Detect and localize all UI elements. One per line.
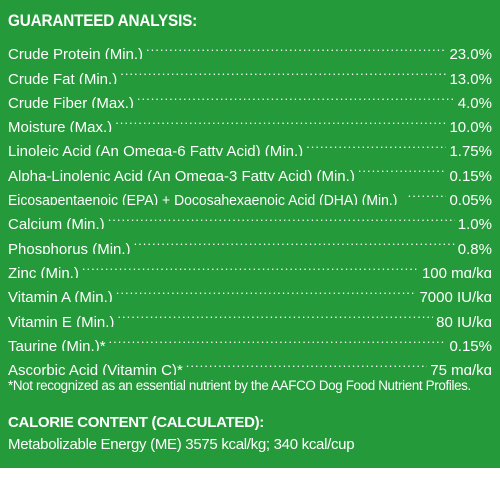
guaranteed-analysis-panel: GUARANTEED ANALYSIS: Crude Protein (Min.… [0, 0, 500, 468]
nutrient-label: Linoleic Acid (An Omega-6 Fatty Acid) (M… [8, 143, 304, 157]
nutrient-label: Phosphorus (Min.) [8, 240, 131, 254]
nutrient-value: 13.0% [449, 70, 492, 84]
nutrient-value: 0.05% [449, 192, 492, 206]
nutrient-label: Crude Protein (Min.) [8, 46, 144, 60]
analysis-row-crude-fat: Crude Fat (Min.) 13.0% [8, 59, 492, 83]
analysis-row-zinc: Zinc (Min.) 100 mg/kg [8, 254, 492, 278]
analysis-row-crude-protein: Crude Protein (Min.) 23.0% [8, 35, 492, 59]
nutrient-label: Crude Fat (Min.) [8, 70, 118, 84]
analysis-row-phosphorus: Phosphorus (Min.) 0.8% [8, 229, 492, 253]
analysis-row-linoleic-acid: Linoleic Acid (An Omega-6 Fatty Acid) (M… [8, 132, 492, 156]
nutrient-value: 0.15% [449, 167, 492, 181]
dot-leader [146, 35, 446, 59]
dot-leader [115, 108, 446, 132]
nutrient-value: 7000 IU/kg [419, 289, 492, 303]
aafco-footnote: *Not recognized as an essential nutrient… [8, 378, 471, 394]
analysis-row-vitamin-e: Vitamin E (Min.) 80 IU/kg [8, 302, 492, 326]
dot-leader [306, 132, 446, 156]
nutrient-label: Calcium (Min.) [8, 216, 105, 230]
nutrient-label: Zinc (Min.) [8, 264, 79, 278]
nutrient-value: 100 mg/kg [421, 264, 492, 278]
dot-leader [408, 181, 447, 205]
nutrient-label: Eicosapentaenoic (EPA) + Docosahexaenoic… [8, 192, 398, 206]
dot-leader [117, 302, 433, 326]
analysis-row-epa-dha: Eicosapentaenoic (EPA) + Docosahexaenoic… [8, 181, 492, 205]
nutrient-value: 80 IU/kg [436, 313, 492, 327]
analysis-row-ascorbic-acid: Ascorbic Acid (Vitamin C)* 75 mg/kg [8, 351, 492, 375]
nutrient-value: 4.0% [457, 94, 492, 108]
nutrient-label: Crude Fiber (Max.) [8, 94, 134, 108]
dot-leader [120, 59, 446, 83]
nutrient-label: Alpha-Linolenic Acid (An Omega-3 Fatty A… [8, 167, 355, 181]
nutrient-value: 0.8% [457, 240, 492, 254]
analysis-row-taurine: Taurine (Min.)* 0.15% [8, 327, 492, 351]
nutrient-value: 10.0% [449, 119, 492, 133]
dot-leader [134, 229, 455, 253]
nutrient-label: Ascorbic Acid (Vitamin C)* [8, 362, 183, 376]
dot-leader [186, 351, 428, 375]
analysis-table: Crude Protein (Min.) 23.0% Crude Fat (Mi… [8, 35, 492, 375]
nutrient-label: Moisture (Max.) [8, 119, 113, 133]
nutrient-value: 1.0% [457, 216, 492, 230]
analysis-row-vitamin-a: Vitamin A (Min.) 7000 IU/kg [8, 278, 492, 302]
nutrient-label: Vitamin A (Min.) [8, 289, 113, 303]
nutrient-value: 0.15% [449, 337, 492, 351]
dot-leader [358, 156, 447, 180]
analysis-row-crude-fiber: Crude Fiber (Max.) 4.0% [8, 84, 492, 108]
dot-leader [109, 327, 447, 351]
dot-leader [116, 278, 417, 302]
analysis-row-alpha-linolenic-acid: Alpha-Linolenic Acid (An Omega-3 Fatty A… [8, 156, 492, 180]
nutrient-label: Taurine (Min.)* [8, 337, 106, 351]
metabolizable-energy-text: Metabolizable Energy (ME) 3575 kcal/kg; … [8, 436, 355, 454]
dot-leader [108, 205, 455, 229]
dot-leader [82, 254, 419, 278]
nutrient-label: Vitamin E (Min.) [8, 313, 115, 327]
nutrient-value: 1.75% [449, 143, 492, 157]
guaranteed-analysis-heading: GUARANTEED ANALYSIS: [8, 11, 198, 30]
nutrient-value: 23.0% [449, 46, 492, 60]
nutrient-value: 75 mg/kg [430, 362, 492, 376]
calorie-content-heading: CALORIE CONTENT (CALCULATED): [8, 414, 264, 432]
dot-leader [137, 84, 455, 108]
analysis-row-moisture: Moisture (Max.) 10.0% [8, 108, 492, 132]
analysis-row-calcium: Calcium (Min.) 1.0% [8, 205, 492, 229]
